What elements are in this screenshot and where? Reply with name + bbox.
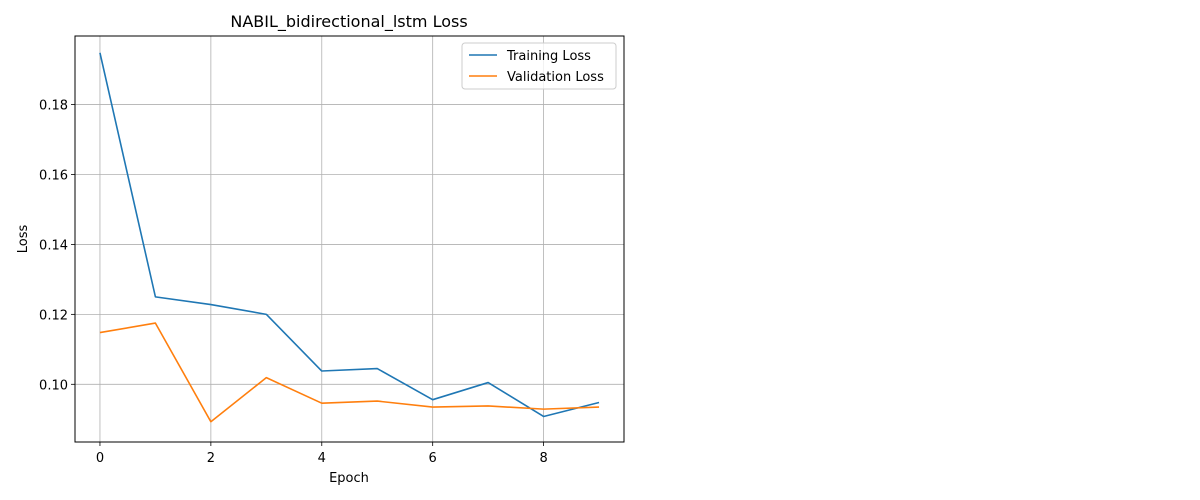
y-tick-label: 0.18 — [39, 99, 68, 114]
x-tick-label: 6 — [429, 451, 437, 466]
y-axis-label: Loss — [16, 225, 31, 254]
x-axis-ticks: 0 2 4 6 8 — [96, 442, 548, 466]
x-tick-label: 4 — [318, 451, 326, 466]
y-axis-ticks: 0.10 0.12 0.14 0.16 0.18 — [39, 99, 75, 393]
x-tick-label: 8 — [539, 451, 547, 466]
y-tick-label: 0.14 — [39, 238, 68, 253]
legend-box — [461, 42, 617, 90]
chart-title: NABIL_bidirectional_lstm Loss — [230, 12, 467, 32]
legend-label-validation-loss: Validation Loss — [507, 70, 604, 85]
legend-label-training-loss: Training Loss — [506, 49, 591, 64]
legend: Training Loss Validation Loss — [461, 42, 617, 90]
plot-area-frame — [74, 35, 625, 443]
y-tick-label: 0.10 — [39, 378, 68, 393]
series-line-training-loss — [99, 52, 600, 418]
series-lines — [99, 52, 600, 423]
y-tick-label: 0.16 — [39, 168, 68, 183]
x-tick-label: 0 — [96, 451, 104, 466]
y-tick-label: 0.12 — [39, 308, 68, 323]
series-line-validation-loss — [99, 322, 600, 423]
x-tick-label: 2 — [207, 451, 215, 466]
x-axis-label: Epoch — [329, 471, 369, 486]
grid-lines — [75, 36, 624, 442]
